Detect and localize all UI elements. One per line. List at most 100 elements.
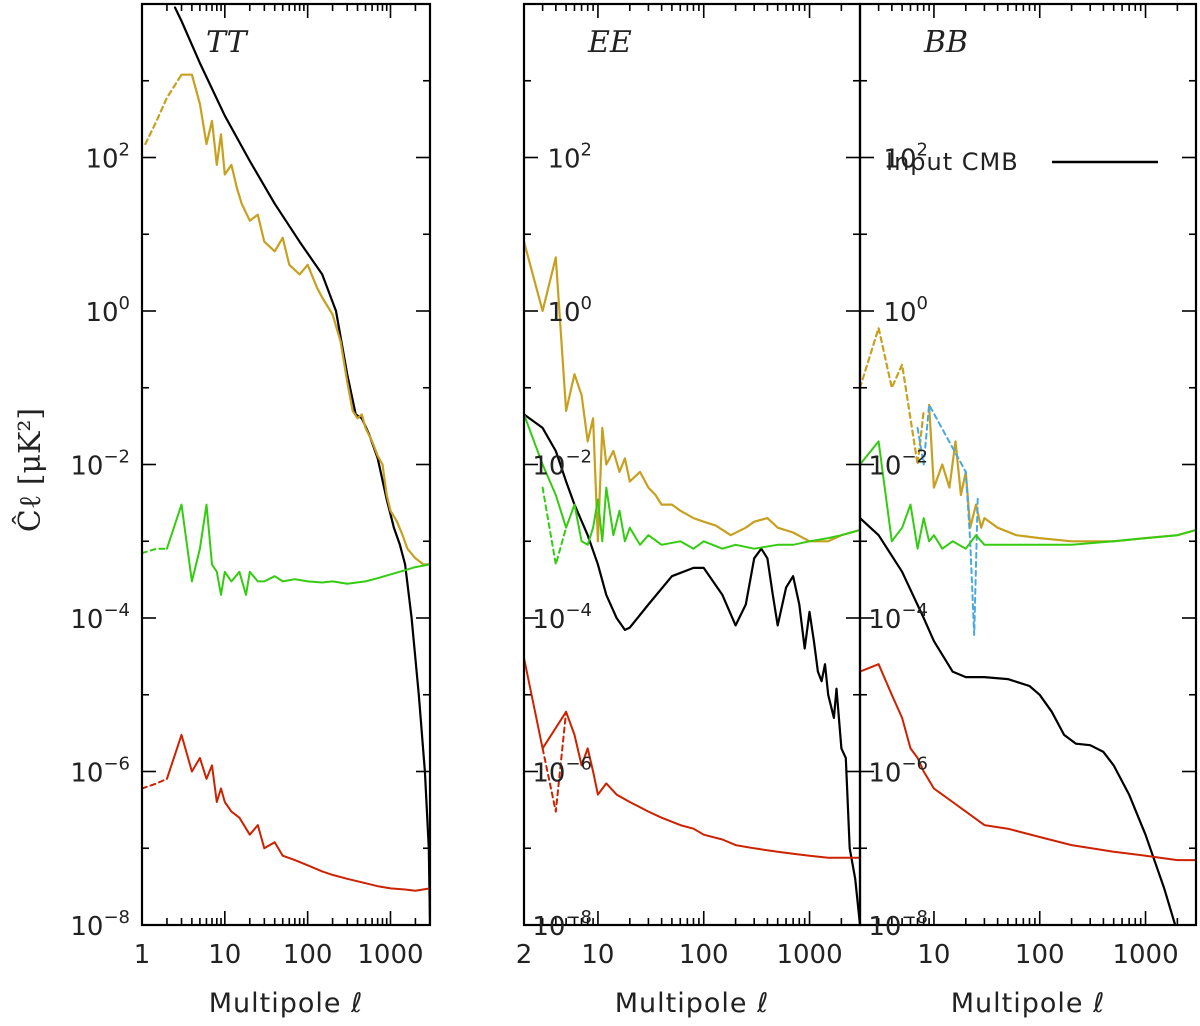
x-tick-label: 10	[208, 940, 241, 970]
y-tick-label: 102	[883, 140, 928, 175]
series-residual-red	[524, 657, 860, 859]
x-tick-label: 10	[581, 940, 614, 970]
y-tick-exponent: −4	[901, 600, 928, 621]
y-tick-label: 10−6	[532, 754, 592, 789]
y-tick-exponent: 2	[119, 140, 130, 161]
series-recovered-dashed	[144, 73, 183, 146]
series-group	[524, 240, 860, 925]
series-input-cmb	[173, 6, 430, 925]
y-tick-label: 10−8	[70, 907, 130, 942]
y-tick-label: 10−6	[70, 754, 130, 789]
series-residual-red	[860, 663, 1196, 862]
y-tick-label: 102	[547, 140, 592, 175]
x-tick-label: 1	[134, 940, 151, 970]
x-tick-label: 2	[516, 940, 533, 970]
panel-title: EE	[587, 25, 632, 60]
x-axis-label: Multipole ℓ	[951, 988, 1106, 1019]
y-tick-exponent: 0	[581, 293, 592, 314]
y-tick-base: 10	[85, 298, 118, 328]
series-dashed-blue	[916, 403, 979, 636]
series-input-cmb	[524, 413, 860, 925]
x-tick-label: 1000	[1112, 940, 1178, 970]
series-group	[860, 326, 1196, 925]
y-tick-label: 10−8	[532, 907, 592, 942]
x-tick-label: 10	[917, 940, 950, 970]
y-tick-label: 10−2	[868, 447, 928, 482]
legend-label: Input CMB	[886, 148, 1019, 176]
x-tick-label: 100	[679, 940, 729, 970]
y-tick-base: 10	[868, 912, 901, 942]
y-tick-exponent: −8	[103, 907, 130, 928]
panel-bb: 10 100 100010−810−610−410−2100102BBMultipo…	[858, 2, 1198, 1019]
x-axis-label: Multipole ℓ	[615, 988, 770, 1019]
y-tick-label: 100	[85, 293, 130, 328]
y-tick-base: 10	[868, 452, 901, 482]
y-tick-exponent: −4	[565, 600, 592, 621]
x-tick-label: 100	[283, 940, 333, 970]
legend: Input CMB	[886, 148, 1158, 176]
x-tick-label: 1000	[776, 940, 842, 970]
y-tick-base: 10	[85, 145, 118, 175]
series-recovered	[180, 73, 430, 566]
y-tick-exponent: −6	[565, 754, 592, 775]
y-tick-base: 10	[883, 298, 916, 328]
panel-title: TT	[206, 25, 249, 60]
y-tick-exponent: −4	[103, 600, 130, 621]
y-tick-exponent: −2	[103, 447, 130, 468]
series-input-cmb	[860, 517, 1177, 925]
y-tick-base: 10	[532, 912, 565, 942]
series-residual-green	[860, 440, 1196, 550]
y-tick-base: 10	[532, 452, 565, 482]
y-tick-label: 10−8	[868, 907, 928, 942]
y-axis-label: Ĉℓ [μK²]	[12, 408, 48, 532]
y-tick-base: 10	[868, 605, 901, 635]
y-tick-exponent: −8	[565, 907, 592, 928]
y-tick-base: 10	[70, 912, 103, 942]
y-tick-exponent: −2	[901, 447, 928, 468]
y-tick-label: 10−4	[532, 600, 592, 635]
y-tick-label: 10−6	[868, 754, 928, 789]
series-residual-green-dashed	[142, 547, 168, 555]
y-tick-exponent: −6	[901, 754, 928, 775]
y-tick-base: 10	[532, 605, 565, 635]
y-tick-base: 10	[547, 298, 580, 328]
y-tick-exponent: −8	[901, 907, 928, 928]
series-residual-green	[165, 503, 430, 596]
series-residual-red	[165, 733, 430, 892]
panel-frame	[140, 2, 432, 927]
y-tick-label: 10−2	[70, 447, 130, 482]
x-tick-label: 1000	[357, 940, 423, 970]
y-tick-exponent: 2	[917, 140, 928, 161]
panel-tt: 1 10 100 100010−810−610−410−2100102TTMultip…	[70, 2, 432, 1019]
y-tick-base: 10	[547, 145, 580, 175]
y-tick-label: 10−4	[70, 600, 130, 635]
series-residual-green-dashed	[541, 486, 568, 566]
y-tick-base: 10	[70, 759, 103, 789]
y-tick-label: 100	[883, 293, 928, 328]
series-recovered	[928, 403, 1196, 543]
series-recovered	[524, 240, 860, 543]
y-tick-base: 10	[70, 605, 103, 635]
x-tick-label: 100	[1015, 940, 1065, 970]
panel-ee: 2 10 100 100010−810−610−410−2100102EEMultip…	[516, 2, 862, 1019]
y-tick-base: 10	[868, 759, 901, 789]
series-residual-red-dashed	[541, 710, 568, 813]
y-tick-exponent: −6	[103, 754, 130, 775]
series-recovered-dashed	[860, 326, 925, 466]
y-tick-exponent: −2	[565, 447, 592, 468]
y-tick-base: 10	[883, 145, 916, 175]
y-tick-label: 102	[85, 140, 130, 175]
y-tick-label: 10−2	[532, 447, 592, 482]
y-tick-exponent: 0	[119, 293, 130, 314]
y-tick-exponent: 0	[917, 293, 928, 314]
y-tick-base: 10	[70, 452, 103, 482]
x-axis-label: Multipole ℓ	[209, 988, 364, 1019]
y-tick-base: 10	[532, 759, 565, 789]
series-residual-green	[524, 413, 860, 550]
panel-title: BB	[923, 25, 968, 60]
y-tick-label: 100	[547, 293, 592, 328]
y-tick-exponent: 2	[581, 140, 592, 161]
y-tick-label: 10−4	[868, 600, 928, 635]
series-group	[142, 6, 430, 925]
